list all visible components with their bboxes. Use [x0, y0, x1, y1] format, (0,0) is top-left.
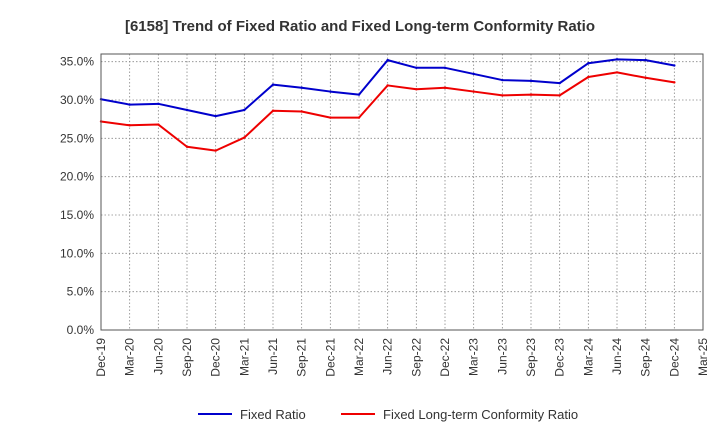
y-tick-label: 20.0% [60, 170, 94, 184]
legend-label: Fixed Ratio [240, 407, 306, 422]
data-point [615, 71, 619, 74]
data-point [157, 123, 160, 126]
x-tick-label: Mar-20 [123, 338, 137, 376]
data-point [443, 86, 447, 89]
data-point [300, 110, 303, 113]
x-tick-label: Mar-25 [696, 338, 710, 376]
x-tick-label: Sep-23 [524, 338, 538, 377]
chart-title: [6158] Trend of Fixed Ratio and Fixed Lo… [125, 18, 595, 35]
data-point [673, 64, 676, 67]
x-tick-label: Jun-22 [381, 338, 395, 375]
x-tick-label: Dec-19 [94, 338, 108, 377]
x-tick-label: Dec-24 [667, 338, 681, 377]
x-tick-label: Sep-21 [295, 338, 309, 377]
data-point [644, 58, 647, 62]
plot-frame [100, 53, 704, 331]
data-point [529, 79, 533, 83]
x-tick-label: Sep-22 [409, 338, 423, 377]
x-tick-label: Jun-24 [610, 338, 624, 375]
data-point [415, 88, 418, 91]
data-point [386, 84, 389, 87]
x-tick-label: Mar-21 [237, 338, 251, 376]
x-tick-label: Jun-20 [151, 338, 165, 375]
y-tick-label: 25.0% [60, 131, 94, 145]
legend: Fixed Ratio Fixed Long-term Conformity Ra… [198, 407, 578, 422]
data-point [587, 75, 590, 79]
axes: 0.0% 5.0% 10.0% 15.0% 20.0% 25.0% 30.0% 35.0% De… [60, 53, 710, 377]
data-point [472, 72, 475, 76]
data-point [271, 109, 275, 112]
series-lines [99, 58, 676, 152]
x-tick-label: Dec-20 [209, 338, 223, 377]
data-point [185, 145, 189, 148]
data-point [415, 66, 418, 70]
data-point [644, 76, 647, 79]
data-point [243, 108, 246, 112]
y-tick-label: 15.0% [60, 208, 94, 222]
x-tick-label: Mar-23 [467, 338, 481, 376]
data-point [357, 116, 361, 119]
data-point [501, 94, 504, 97]
x-tick-label: Dec-21 [323, 338, 337, 377]
data-point [329, 116, 332, 119]
grid [100, 54, 704, 331]
data-point [271, 83, 275, 86]
data-point [472, 90, 475, 93]
legend-label: Fixed Long-term Conformity Ratio [383, 407, 578, 422]
data-point [443, 66, 447, 70]
x-tick-label: Jun-21 [266, 338, 280, 375]
data-point [558, 94, 561, 97]
data-point [157, 102, 160, 106]
data-point [214, 114, 217, 118]
data-point [300, 86, 303, 89]
y-tick-label: 10.0% [60, 246, 94, 260]
y-tick-label: 35.0% [60, 55, 94, 69]
data-point [214, 149, 217, 152]
x-tick-label: Sep-24 [639, 338, 653, 377]
data-point [386, 58, 389, 62]
data-point [185, 108, 189, 112]
y-tick-label: 5.0% [67, 285, 95, 299]
data-point [357, 93, 361, 96]
data-point [128, 103, 131, 106]
data-point [558, 81, 561, 85]
y-tick-label: 30.0% [60, 93, 94, 107]
data-point [615, 58, 619, 61]
data-point [128, 124, 131, 127]
data-point [243, 136, 246, 139]
data-point [587, 62, 590, 65]
y-tick-label: 0.0% [67, 323, 95, 337]
data-point [329, 90, 332, 93]
x-tick-label: Dec-23 [553, 338, 567, 377]
data-point [501, 78, 504, 82]
x-tick-label: Dec-22 [438, 338, 452, 377]
data-point [529, 93, 533, 96]
x-tick-label: Mar-22 [352, 338, 366, 376]
x-tick-label: Sep-20 [180, 338, 194, 377]
x-tick-label: Mar-24 [581, 338, 595, 376]
data-point [673, 81, 676, 84]
x-tick-label: Jun-23 [495, 338, 509, 375]
